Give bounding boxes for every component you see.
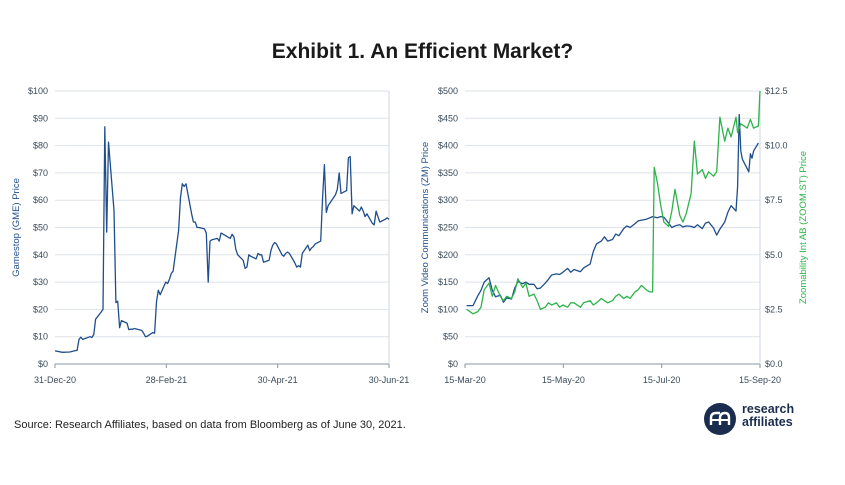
y-tick-label: $50 — [33, 223, 48, 233]
x-tick-label: 30-Jun-21 — [369, 375, 410, 385]
y-tick-label: $30 — [33, 277, 48, 287]
series-line-1 — [54, 126, 390, 353]
x-tick-label: 15-Jul-20 — [643, 375, 681, 385]
y2-tick-label: $2.5 — [765, 304, 783, 314]
y-tick-label: $0 — [38, 359, 48, 369]
y-tick-label: $350 — [438, 168, 458, 178]
chart-title: Exhibit 1. An Efficient Market? — [271, 40, 574, 63]
y2-tick-label: $0.0 — [765, 359, 783, 369]
research-affiliates-logo: research affiliates — [704, 401, 814, 435]
y2-axis-label: Zoomability Int AB (ZOOM.ST) Price — [798, 151, 809, 304]
y2-tick-label: $10.0 — [765, 141, 788, 151]
logo-mark-icon — [704, 403, 736, 435]
series-line-2 — [466, 90, 761, 315]
x-tick-label: 28-Feb-21 — [146, 375, 188, 385]
y-tick-label: $90 — [33, 113, 48, 123]
logo-line-1: research — [742, 402, 795, 416]
x-tick-label: 15-May-20 — [542, 375, 585, 385]
y2-tick-label: $12.5 — [765, 86, 788, 96]
y-tick-label: $100 — [28, 86, 48, 96]
y-tick-label: $60 — [33, 195, 48, 205]
y-axis-label: Gamestop (GME) Price — [11, 178, 22, 277]
y-tick-label: $400 — [438, 141, 458, 151]
y-tick-label: $10 — [33, 332, 48, 342]
y2-tick-label: $5.0 — [765, 250, 783, 260]
y2-tick-label: $7.5 — [765, 195, 783, 205]
x-tick-label: 30-Apr-21 — [258, 375, 298, 385]
logo-text: research affiliates — [742, 403, 794, 429]
y-tick-label: $200 — [438, 250, 458, 260]
logo-line-2: affiliates — [742, 415, 793, 429]
y-tick-label: $150 — [438, 277, 458, 287]
y-tick-label: $20 — [33, 304, 48, 314]
y-tick-label: $0 — [448, 359, 458, 369]
y-tick-label: $70 — [33, 168, 48, 178]
source-note: Source: Research Affiliates, based on da… — [14, 419, 406, 431]
y-tick-label: $50 — [443, 332, 458, 342]
y-tick-label: $500 — [438, 86, 458, 96]
y-tick-label: $250 — [438, 223, 458, 233]
x-tick-label: 15-Mar-20 — [444, 375, 486, 385]
y-tick-label: $100 — [438, 304, 458, 314]
x-tick-label: 15-Sep-20 — [739, 375, 781, 385]
x-tick-label: 31-Dec-20 — [34, 375, 76, 385]
y-tick-label: $300 — [438, 195, 458, 205]
y-tick-label: $450 — [438, 113, 458, 123]
y-axis-label: Zoom Video Communications (ZM) Price — [420, 142, 431, 313]
y-tick-label: $80 — [33, 141, 48, 151]
series-line-1 — [466, 113, 759, 307]
y-tick-label: $40 — [33, 250, 48, 260]
